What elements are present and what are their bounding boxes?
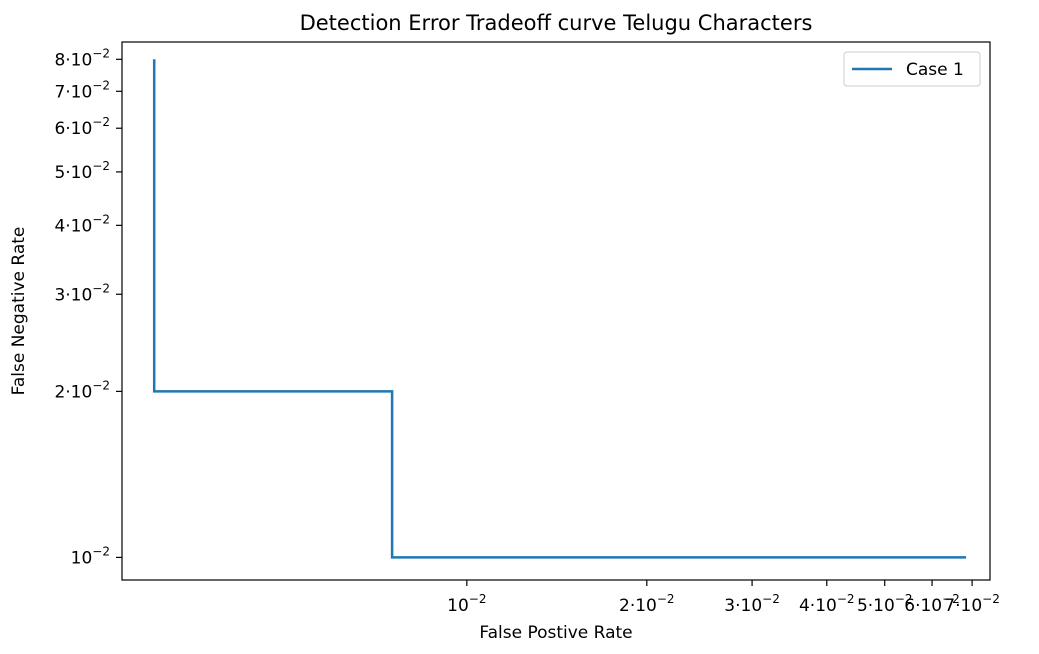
y-tick-label: 6·10−2 (54, 115, 110, 139)
legend-label: Case 1 (906, 60, 964, 80)
y-tick-label: 4·10−2 (54, 212, 110, 236)
y-tick-label: 5·10−2 (54, 159, 110, 183)
y-tick-label: 8·10−2 (54, 46, 110, 70)
x-axis: 10−2 2·10−2 3·10−2 4·10−2 5·10−26·10−27·10−2 (447, 580, 1000, 616)
plot-frame (121, 41, 991, 581)
x-tick-label: 7·10−2 (944, 592, 1000, 616)
x-tick-label: 3·10−2 (724, 592, 780, 616)
x-tick-label: 4·10−2 (799, 592, 855, 616)
plot-area (121, 41, 991, 581)
legend: Case 1 (843, 51, 981, 87)
x-tick-label: 2·10−2 (619, 592, 675, 616)
x-tick-label: 10−2 (447, 592, 486, 616)
series-group (152, 59, 967, 559)
y-axis: 10−2 2·10−2 3·10−2 4·10−2 5·10−2 6·10−2 7·10−2… (54, 46, 122, 568)
series-line-1 (152, 59, 967, 559)
chart-title: Detection Error Tradeoff curve Telugu Ch… (300, 11, 813, 35)
legend-box (843, 51, 981, 87)
y-tick-label: 7·10−2 (54, 78, 110, 102)
y-tick-label: 2·10−2 (54, 378, 110, 402)
y-axis-title: False Negative Rate (9, 227, 29, 396)
y-tick-label: 3·10−2 (54, 281, 110, 305)
y-tick-label: 10−2 (71, 544, 110, 568)
x-axis-title: False Postive Rate (479, 623, 632, 643)
